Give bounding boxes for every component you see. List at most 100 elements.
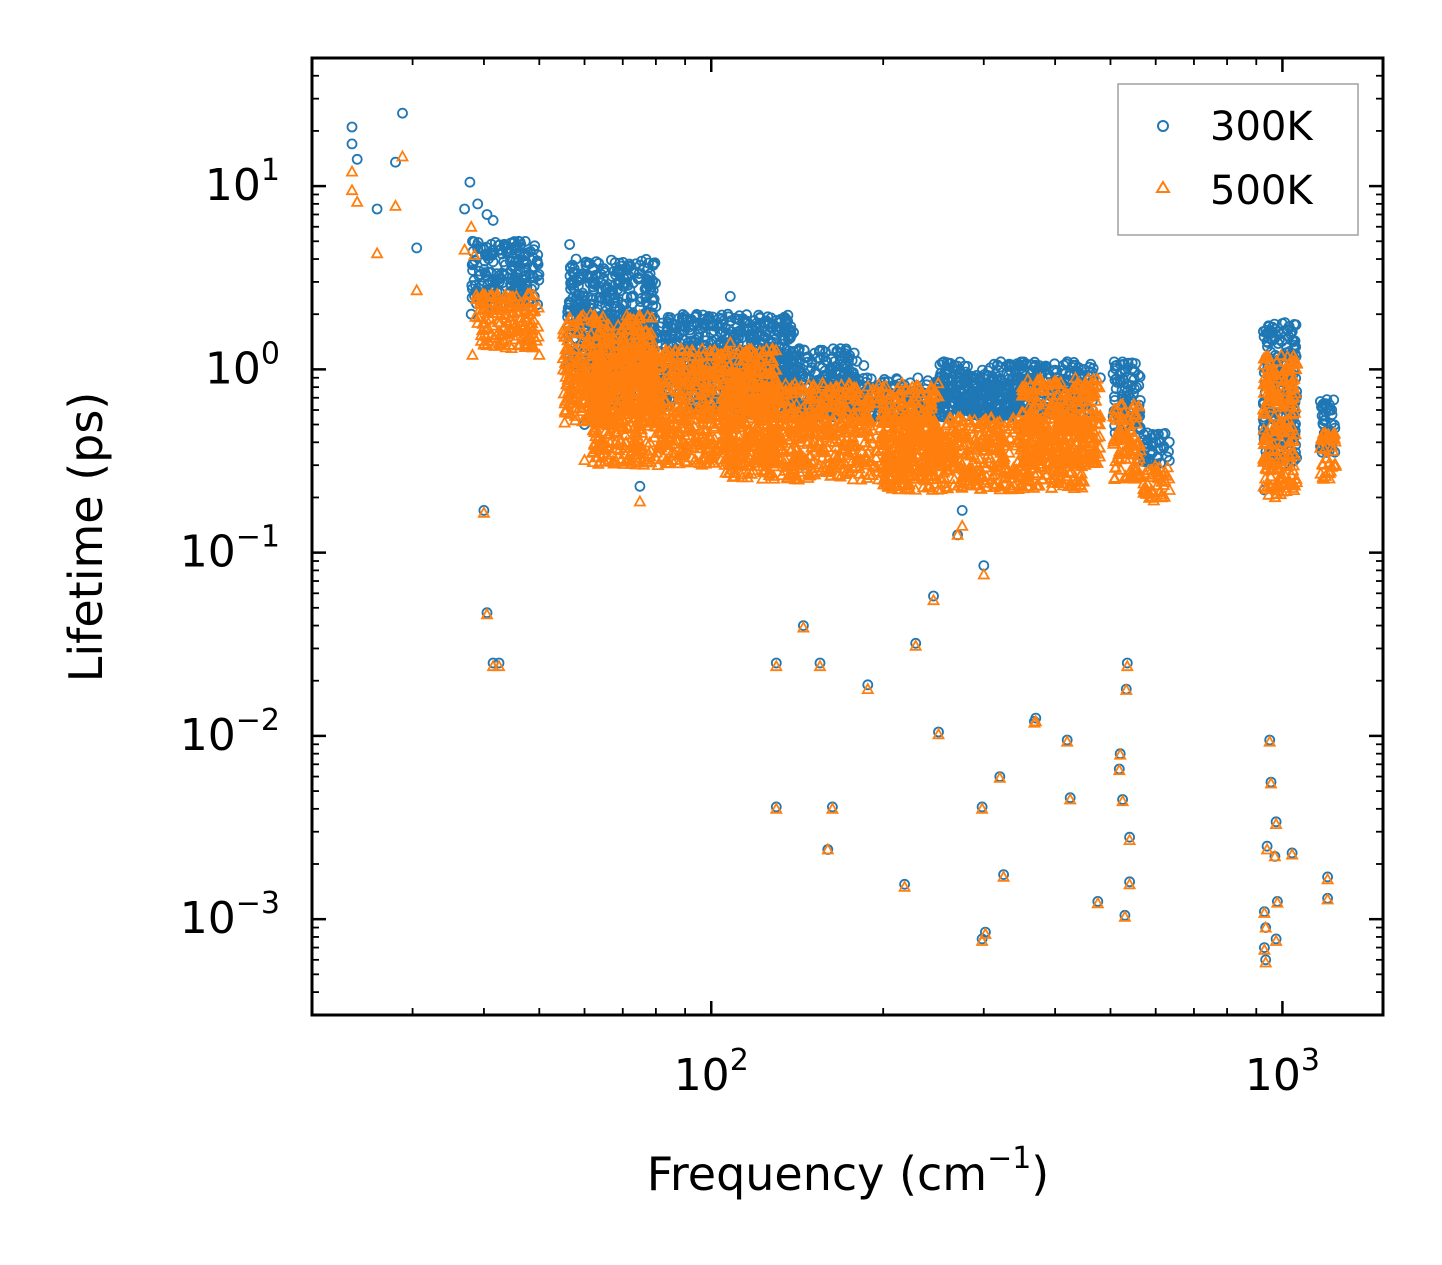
data-point-500k xyxy=(609,407,623,420)
data-point-500k xyxy=(599,396,613,409)
data-point-500k xyxy=(592,329,607,342)
data-point-300k xyxy=(676,333,688,345)
data-point-500k xyxy=(627,322,641,335)
data-point-500k xyxy=(654,440,668,453)
data-point-500k xyxy=(475,323,489,336)
data-point-300k xyxy=(1150,436,1162,448)
data-point-500k xyxy=(524,332,538,344)
data-point-500k xyxy=(504,313,518,326)
data-point-500k xyxy=(505,323,519,336)
data-point-300k xyxy=(573,289,585,301)
data-point-300k xyxy=(1036,362,1048,374)
data-point-300k xyxy=(848,347,860,359)
data-point-300k xyxy=(1290,319,1302,331)
data-point-500k xyxy=(588,357,602,369)
data-point-300k xyxy=(1261,336,1273,348)
data-point-300k xyxy=(565,283,576,295)
data-point-300k xyxy=(588,278,600,290)
data-point-300k xyxy=(714,336,726,348)
data-point-300k xyxy=(936,409,947,420)
data-point-500k xyxy=(698,447,712,459)
data-point-500k xyxy=(599,373,614,386)
data-point-500k xyxy=(697,385,712,398)
data-point-500k xyxy=(592,325,606,338)
data-point-300k xyxy=(842,366,854,378)
data-point-300k xyxy=(666,328,677,340)
data-point-500k xyxy=(659,382,673,395)
data-point-500k xyxy=(512,324,526,337)
data-point-500k xyxy=(558,404,572,416)
data-point-300k xyxy=(994,373,1006,385)
data-point-500k xyxy=(492,336,506,349)
data-point-300k xyxy=(520,262,532,274)
data-point-500k xyxy=(635,425,649,438)
data-point-500k xyxy=(609,454,623,467)
data-point-500k xyxy=(709,365,723,378)
data-point-300k xyxy=(1122,385,1134,396)
data-point-300k xyxy=(613,276,625,288)
data-point-300k xyxy=(1260,954,1272,966)
data-point-500k xyxy=(581,385,595,398)
data-point-500k xyxy=(689,430,704,443)
data-point-300k xyxy=(570,253,582,265)
data-point-500k xyxy=(634,442,648,455)
data-point-500k xyxy=(677,369,691,381)
data-point-300k xyxy=(564,239,575,250)
data-point-500k xyxy=(567,349,582,362)
data-point-500k xyxy=(644,444,658,456)
data-point-300k xyxy=(781,344,792,356)
data-point-500k xyxy=(558,342,573,355)
data-point-300k xyxy=(1141,427,1153,439)
data-point-500k xyxy=(678,403,692,416)
data-point-300k xyxy=(494,273,506,285)
data-point-300k xyxy=(609,297,621,309)
data-point-300k xyxy=(939,371,950,383)
data-point-500k xyxy=(733,342,747,355)
data-point-300k xyxy=(1006,360,1018,372)
data-point-500k xyxy=(477,336,491,349)
data-point-500k xyxy=(507,293,522,306)
data-point-500k xyxy=(657,394,672,406)
data-point-300k xyxy=(928,590,939,602)
data-point-300k xyxy=(501,247,512,259)
data-point-500k xyxy=(717,408,731,421)
data-point-500k xyxy=(638,360,652,373)
data-point-300k xyxy=(777,334,789,346)
data-point-500k xyxy=(611,364,625,376)
data-point-500k xyxy=(561,392,575,404)
data-point-300k xyxy=(798,344,810,356)
data-point-500k xyxy=(586,455,600,468)
data-point-500k xyxy=(762,351,776,364)
data-point-300k xyxy=(617,256,629,268)
data-point-500k xyxy=(676,375,690,388)
data-point-300k xyxy=(940,398,951,409)
data-point-500k xyxy=(720,368,734,381)
data-point-300k xyxy=(1322,871,1333,883)
data-point-500k xyxy=(484,312,498,325)
data-point-500k xyxy=(744,345,758,358)
data-point-300k xyxy=(858,360,870,371)
data-point-300k xyxy=(679,321,691,333)
data-point-300k xyxy=(959,392,970,403)
data-point-500k xyxy=(471,310,486,323)
data-point-500k xyxy=(644,414,658,426)
data-point-500k xyxy=(642,404,656,416)
data-point-300k xyxy=(595,268,607,280)
data-point-500k xyxy=(641,309,655,321)
data-point-500k xyxy=(643,449,657,462)
data-point-500k xyxy=(666,368,680,381)
data-point-300k xyxy=(724,290,736,302)
data-point-300k xyxy=(600,284,612,296)
data-point-300k xyxy=(788,345,800,357)
data-point-500k xyxy=(701,384,715,396)
data-point-300k xyxy=(635,296,646,308)
data-point-300k xyxy=(751,320,763,332)
data-point-500k xyxy=(590,416,604,429)
data-point-300k xyxy=(1012,400,1024,412)
data-point-300k xyxy=(982,377,993,389)
data-point-500k xyxy=(636,393,650,406)
data-point-300k xyxy=(397,107,408,119)
data-point-300k xyxy=(1029,356,1041,368)
data-point-300k xyxy=(1159,427,1171,439)
data-point-500k xyxy=(710,386,725,399)
